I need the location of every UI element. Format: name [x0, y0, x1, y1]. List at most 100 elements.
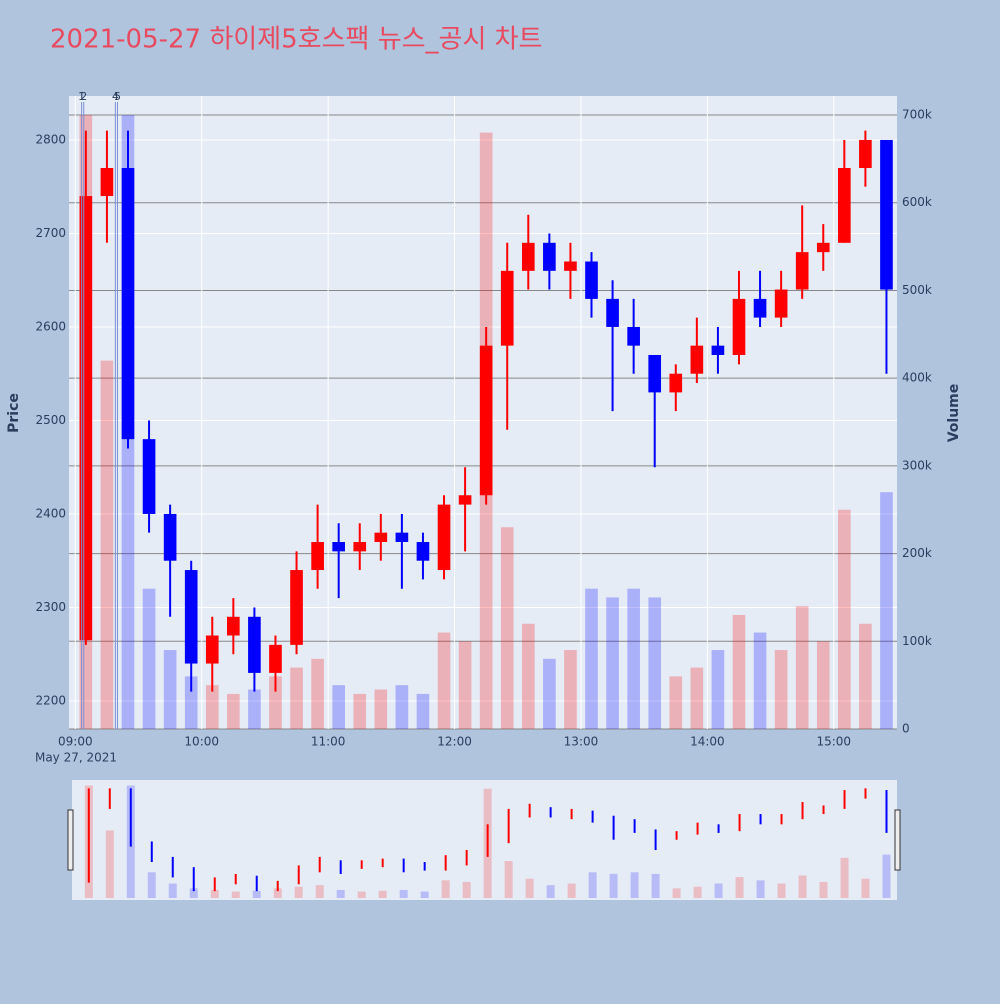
slider-volume-bar [189, 888, 198, 898]
volume-bar [648, 597, 662, 729]
volume-bar [374, 689, 388, 729]
y2-tick-label: 500k [902, 283, 932, 297]
volume-bar [332, 685, 345, 729]
slider-volume-bar [840, 857, 849, 898]
candle-body [859, 139, 872, 168]
volume-bar [795, 606, 809, 729]
slider-volume-bar [882, 854, 891, 898]
candle-body [669, 373, 683, 393]
annotation-label: 4 [112, 90, 119, 103]
volume-bar [859, 623, 872, 729]
x-tick-label: 14:00 [690, 735, 725, 749]
slider-volume-bar [588, 872, 597, 898]
slider-handle-left[interactable] [67, 809, 74, 871]
candle-body [142, 439, 156, 514]
slider-volume-bar [231, 891, 240, 898]
slider-volume-bar [546, 885, 555, 898]
slider-volume-bar [378, 890, 387, 898]
slider-volume-bar [147, 872, 156, 898]
volume-bar [311, 658, 324, 729]
candle-body [121, 167, 135, 440]
volume-bar [627, 588, 640, 729]
y-tick-label: 2600 [35, 319, 66, 333]
candle-body [543, 242, 556, 271]
chart-title: 2021-05-27 하이제5호스팩 뉴스_공시 차트 [50, 25, 542, 55]
candle-body [227, 616, 240, 636]
annotation-label: 5 [114, 90, 121, 103]
y2-tick-label: 300k [902, 458, 932, 472]
slider-volume-bar [819, 881, 828, 898]
volume-bar [269, 676, 282, 729]
candle-body [521, 242, 535, 271]
candle-body [816, 242, 830, 253]
y-tick-label: 2200 [35, 693, 66, 707]
y-tick-label: 2800 [35, 132, 66, 146]
candle-body [795, 252, 809, 290]
candle-body [332, 541, 345, 552]
volume-bar [437, 632, 451, 729]
x-tick-label: 10:00 [184, 735, 219, 749]
volume-bar [184, 676, 198, 729]
slider-volume-bar [567, 883, 576, 898]
y-tick-label: 2700 [35, 226, 66, 240]
volume-bar [205, 685, 219, 729]
candle-body [690, 345, 704, 374]
candle-body [163, 513, 177, 561]
slider-volume-bar [420, 891, 429, 898]
y2-axis-title: Volume [946, 384, 962, 443]
volume-bar [543, 658, 556, 729]
candle-body [648, 354, 662, 393]
slider-handle-right[interactable] [894, 809, 901, 871]
candle-body [585, 261, 598, 299]
candle-body [184, 570, 198, 664]
slider-volume-bar [336, 889, 345, 898]
volume-bar [838, 509, 851, 729]
range-slider[interactable] [72, 780, 897, 900]
candle-body [205, 635, 219, 664]
candle-body [711, 345, 725, 355]
volume-bar [774, 650, 788, 729]
annotation-label: 1 [78, 90, 85, 103]
slider-volume-bar [462, 881, 471, 898]
slider-volume-bar [315, 885, 324, 898]
slider-volume-bar [525, 878, 534, 898]
candle-body [458, 495, 472, 505]
candle-body [564, 261, 577, 271]
volume-bar [669, 676, 683, 729]
volume-bar [606, 597, 619, 729]
slider-volume-bar [399, 889, 408, 898]
slider-volume-bar [651, 873, 660, 898]
volume-bar [142, 588, 156, 729]
x-tick-label: 13:00 [564, 735, 599, 749]
volume-bar [500, 527, 514, 729]
annotation-label: 2 [80, 90, 87, 103]
volume-bar [163, 650, 177, 729]
candle-body [732, 298, 746, 355]
candle-body [100, 167, 114, 197]
slider-volume-bar [168, 883, 177, 898]
x-tick-label: 11:00 [311, 735, 346, 749]
x-tick-label: 15:00 [816, 735, 851, 749]
y2-tick-label: 700k [902, 108, 932, 122]
y-tick-label: 2300 [35, 600, 66, 614]
slider-volume-bar [357, 891, 366, 898]
volume-bar [880, 492, 893, 729]
y2-tick-label: 200k [902, 546, 932, 560]
candle-body [479, 345, 493, 496]
slider-volume-bar [504, 861, 513, 898]
slider-volume-bar [693, 886, 702, 898]
y2-tick-label: 600k [902, 195, 932, 209]
slider-volume-bar [210, 889, 219, 898]
volume-bar [227, 693, 240, 729]
slider-volume-bar [105, 830, 114, 898]
volume-bar [753, 632, 767, 729]
candle-body [880, 139, 893, 290]
candle-body [838, 167, 851, 243]
volume-bar [290, 667, 303, 729]
slider-volume-bar [798, 875, 807, 898]
candle-body [774, 289, 788, 318]
x-tick-label: 12:00 [437, 735, 472, 749]
candle-body [753, 298, 767, 318]
